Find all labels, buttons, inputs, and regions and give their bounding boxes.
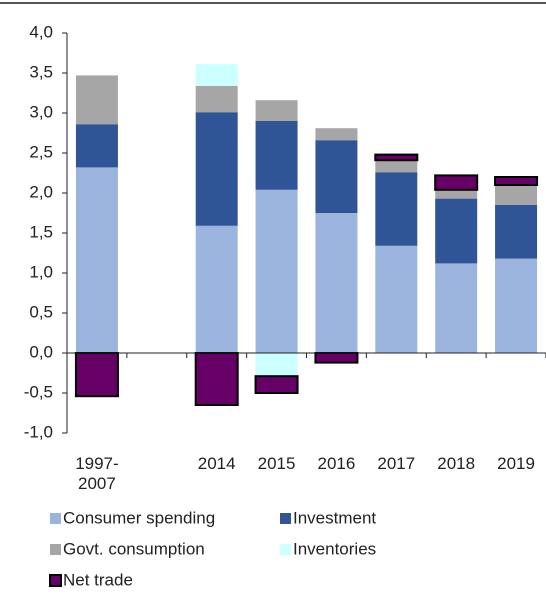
- bar: [195, 64, 238, 86]
- legend-label: Investment: [293, 508, 376, 527]
- x-tick-label-line: 2015: [258, 454, 296, 473]
- bar: [315, 213, 358, 353]
- y-tick-label: 0,0: [29, 342, 53, 361]
- bar: [374, 153, 419, 162]
- y-tick-label: -1,0: [24, 422, 53, 441]
- bar: [375, 172, 418, 246]
- x-tick-label-line: 2017: [377, 454, 415, 473]
- bar: [375, 160, 418, 173]
- bar: [494, 176, 539, 186]
- y-tick-label: 0,5: [29, 302, 53, 321]
- legend-label: Net trade: [63, 570, 133, 589]
- x-tick-label: 2017: [377, 454, 415, 473]
- legend-swatch: [280, 513, 291, 524]
- bar: [255, 353, 298, 377]
- x-tick-label-line: 2018: [437, 454, 475, 473]
- x-tick-label: 2019: [497, 454, 535, 473]
- legend-label: Inventories: [293, 539, 376, 558]
- legend-label: Govt. consumption: [63, 539, 205, 558]
- bar: [75, 75, 118, 125]
- bar: [435, 189, 478, 199]
- y-tick-label: 2,0: [29, 182, 53, 201]
- y-tick-label: -0,5: [24, 382, 53, 401]
- bar: [194, 352, 239, 406]
- bar: [195, 112, 238, 226]
- legend-swatch: [49, 574, 62, 587]
- bar: [314, 352, 359, 364]
- bar: [195, 85, 238, 113]
- x-tick-label: 1997-2007: [75, 454, 118, 493]
- x-tick-label: 2018: [437, 454, 475, 473]
- bar: [495, 205, 538, 259]
- bar: [375, 245, 418, 353]
- y-tick-label: 4,0: [29, 22, 53, 41]
- bar: [495, 258, 538, 353]
- bar: [434, 174, 479, 191]
- y-tick-label: 3,0: [29, 102, 53, 121]
- bar: [255, 100, 298, 121]
- x-tick-label-line: 1997-: [75, 454, 118, 473]
- bar: [435, 263, 478, 353]
- y-tick-label: 3,5: [29, 62, 53, 81]
- legend-label: Consumer spending: [63, 508, 215, 527]
- bar: [195, 225, 238, 353]
- legend-swatch: [50, 513, 61, 524]
- legend-swatch: [50, 544, 61, 555]
- bar: [74, 352, 119, 398]
- x-tick-label-line: 2014: [198, 454, 236, 473]
- y-tick-label: 2,5: [29, 142, 53, 161]
- x-tick-label-line: 2016: [318, 454, 356, 473]
- bar: [75, 124, 118, 168]
- legend-swatch: [280, 544, 291, 555]
- bar: [435, 198, 478, 264]
- bar: [255, 189, 298, 353]
- bar: [75, 167, 118, 353]
- x-tick-label: 2016: [318, 454, 356, 473]
- bar: [315, 140, 358, 213]
- y-tick-label: 1,5: [29, 222, 53, 241]
- bar: [254, 375, 299, 395]
- bar: [255, 121, 298, 190]
- x-tick-label: 2014: [198, 454, 236, 473]
- x-tick-label-line: 2019: [497, 454, 535, 473]
- x-tick-label: 2015: [258, 454, 296, 473]
- bar: [495, 185, 538, 205]
- x-tick-label-line: 2007: [78, 474, 116, 493]
- y-tick-label: 1,0: [29, 262, 53, 281]
- bar: [315, 128, 358, 141]
